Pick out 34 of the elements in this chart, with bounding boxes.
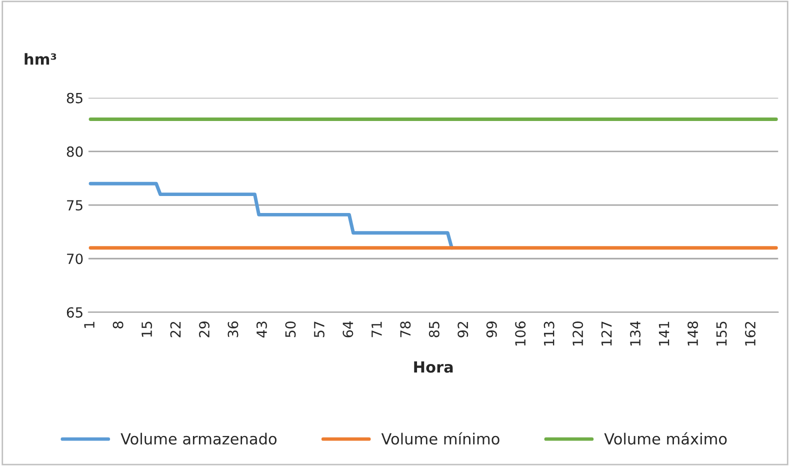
y-axis-title: hm³ [24,53,56,65]
legend-label: Volume máximo [604,432,727,445]
x-tick-label: 29 [199,322,210,338]
x-tick-label: 43 [256,322,267,338]
x-tick-label: 162 [744,322,756,346]
x-tick-label: 8 [112,322,124,328]
x-tick-label: 1 [84,322,94,328]
x-tick-label: 92 [458,322,468,338]
x-tick-label: 85 [428,322,440,338]
x-tick-label: 106 [515,321,526,346]
legend-label: Volume armazenado [120,432,277,445]
x-tick-label: 148 [688,322,698,346]
x-tick-label: 120 [572,321,584,346]
y-tick-label: 70 [67,254,83,264]
x-tick-label: 134 [630,321,641,346]
x-tick-label: 113 [544,322,554,346]
x-tick-label: 64 [342,321,354,338]
x-tick-label: 71 [372,322,382,338]
x-axis-title: Hora [414,361,453,373]
x-tick-label: 141 [658,322,670,346]
y-tick-label: 65 [66,307,82,318]
x-tick-label: 99 [486,322,497,338]
y-tick-label: 85 [66,92,82,104]
y-tick-label: 80 [66,146,83,157]
x-tick-label: 50 [285,321,296,338]
x-tick-label: 57 [314,322,324,338]
x-tick-label: 127 [601,322,612,346]
x-tick-label: 36 [228,321,238,338]
legend-label: Volume mínimo [381,432,500,445]
x-tick-label: 155 [716,322,727,346]
y-tick-label: 75 [67,200,82,211]
x-tick-label: 22 [170,322,181,338]
x-tick-label: 15 [142,322,152,337]
x-tick-label: 78 [400,322,411,338]
